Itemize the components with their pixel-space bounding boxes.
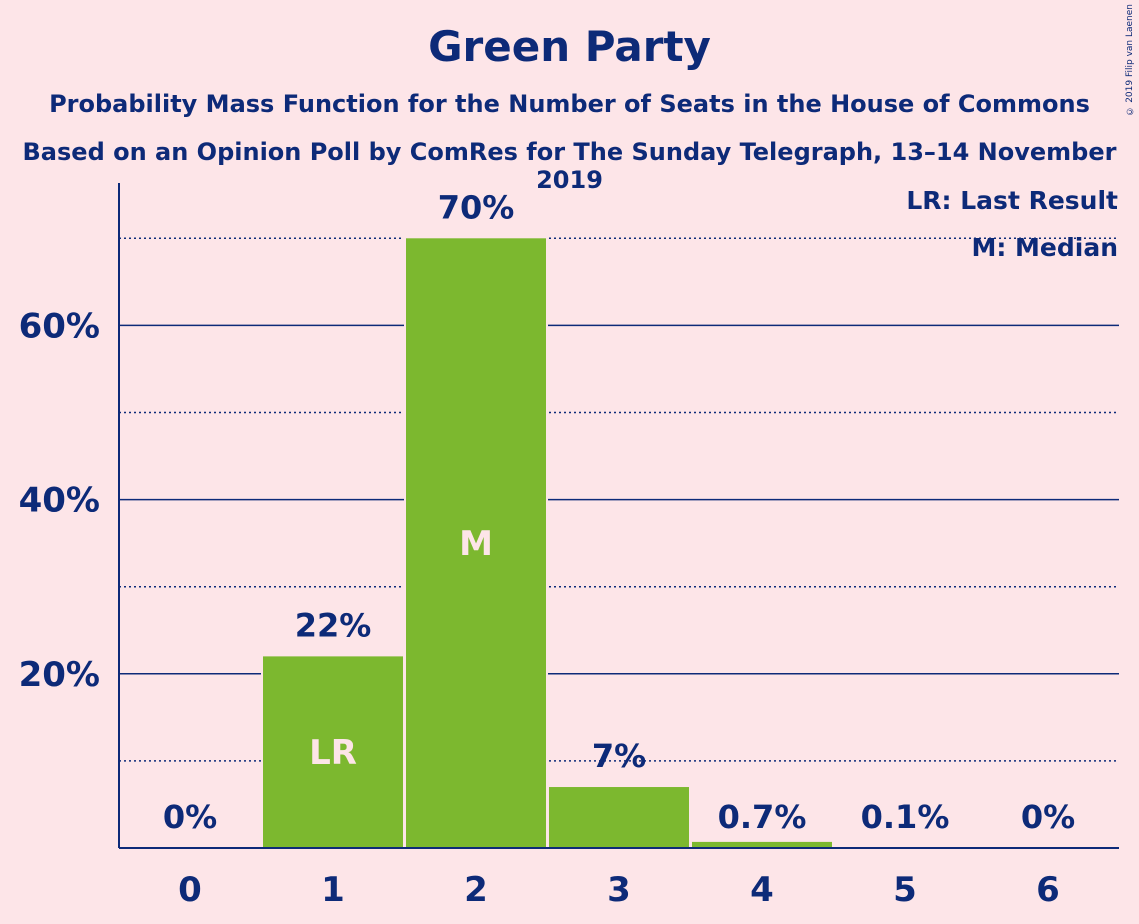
data-label: 0.1% — [861, 798, 950, 836]
x-tick-label: 0 — [178, 870, 202, 910]
data-label: 0.7% — [718, 798, 807, 836]
legend-median: M: Median — [971, 233, 1118, 262]
x-tick-label: 4 — [750, 870, 774, 910]
chart-subtitle: Probability Mass Function for the Number… — [49, 90, 1090, 118]
data-label: 22% — [295, 606, 372, 644]
y-tick-label: 60% — [19, 306, 100, 346]
bar-seats-2 — [406, 238, 546, 849]
y-tick-label: 40% — [19, 481, 100, 521]
legend-last-result: LR: Last Result — [906, 186, 1118, 215]
bar-marker-lr: LR — [309, 733, 357, 773]
y-tick-label: 20% — [19, 655, 100, 695]
data-label: 0% — [1021, 798, 1075, 836]
bar-seats-4 — [692, 841, 832, 848]
bar-seats-3 — [549, 787, 689, 848]
x-tick-label: 5 — [893, 870, 917, 910]
x-tick-label: 3 — [607, 870, 631, 910]
data-label: 70% — [438, 188, 515, 226]
chart-title: Green Party — [428, 22, 711, 71]
chart-subtitle-poll: Based on an Opinion Poll by ComRes for T… — [22, 138, 1117, 194]
data-label: 0% — [163, 798, 217, 836]
x-tick-label: 1 — [321, 870, 345, 910]
x-tick-label: 2 — [464, 870, 488, 910]
x-tick-label: 6 — [1036, 870, 1060, 910]
data-label: 7% — [592, 737, 646, 775]
bar-gap — [833, 845, 977, 848]
bar-marker-m: M — [459, 524, 493, 564]
bar-seats-1 — [263, 656, 403, 848]
